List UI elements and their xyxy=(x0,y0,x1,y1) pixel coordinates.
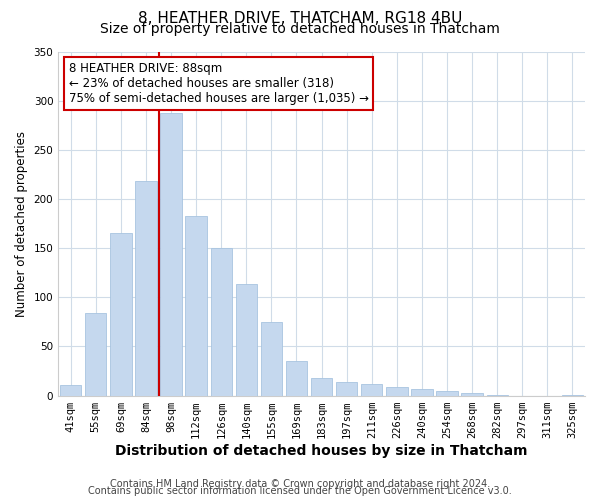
Bar xyxy=(261,322,282,396)
Bar xyxy=(461,392,483,396)
Y-axis label: Number of detached properties: Number of detached properties xyxy=(15,130,28,316)
Bar xyxy=(386,386,407,396)
Text: 8, HEATHER DRIVE, THATCHAM, RG18 4BU: 8, HEATHER DRIVE, THATCHAM, RG18 4BU xyxy=(138,11,462,26)
Bar xyxy=(436,390,458,396)
Bar xyxy=(136,182,157,396)
Text: Contains HM Land Registry data © Crown copyright and database right 2024.: Contains HM Land Registry data © Crown c… xyxy=(110,479,490,489)
Bar xyxy=(487,394,508,396)
Text: Size of property relative to detached houses in Thatcham: Size of property relative to detached ho… xyxy=(100,22,500,36)
Bar xyxy=(311,378,332,396)
Bar xyxy=(110,234,131,396)
Bar xyxy=(236,284,257,396)
Bar xyxy=(562,394,583,396)
Text: 8 HEATHER DRIVE: 88sqm
← 23% of detached houses are smaller (318)
75% of semi-de: 8 HEATHER DRIVE: 88sqm ← 23% of detached… xyxy=(69,62,369,105)
X-axis label: Distribution of detached houses by size in Thatcham: Distribution of detached houses by size … xyxy=(115,444,528,458)
Bar xyxy=(411,388,433,396)
Bar xyxy=(286,361,307,396)
Bar xyxy=(160,114,182,396)
Bar xyxy=(336,382,358,396)
Bar xyxy=(60,385,82,396)
Bar xyxy=(361,384,382,396)
Text: Contains public sector information licensed under the Open Government Licence v3: Contains public sector information licen… xyxy=(88,486,512,496)
Bar xyxy=(185,216,207,396)
Bar xyxy=(85,313,106,396)
Bar xyxy=(211,248,232,396)
